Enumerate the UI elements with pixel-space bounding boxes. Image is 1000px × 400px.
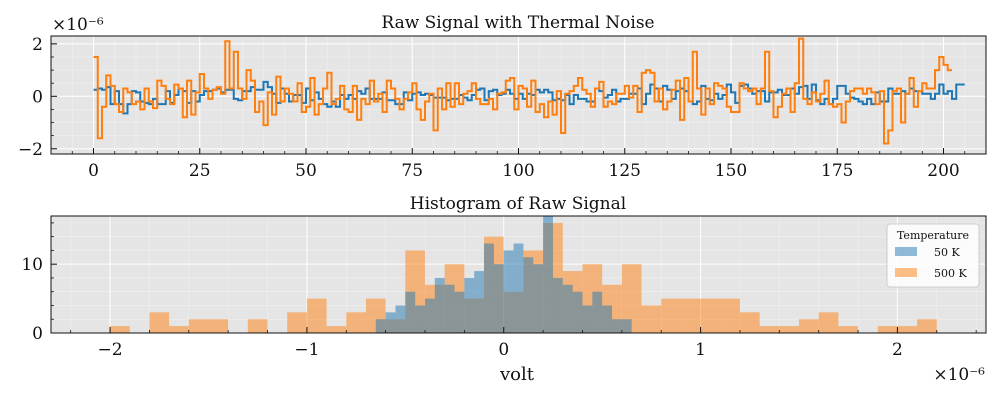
histogram-bar-500k [700, 298, 721, 333]
histogram-bar-500k [877, 326, 898, 333]
signal-series-line-0 [93, 80, 965, 115]
histogram-bar-500k [641, 305, 662, 333]
histogram-bar-500k [818, 312, 839, 333]
signal-x-tick-label: 200 [927, 161, 959, 181]
histogram-x-tick-label: 1 [695, 340, 706, 360]
histogram-x-axis-label: volt [499, 364, 535, 385]
histogram-bar-50k [523, 257, 534, 333]
histogram-bar-500k [917, 319, 937, 333]
signal-x-tick-label: 125 [609, 161, 641, 181]
signal-y-tick-label: −2 [18, 140, 43, 160]
legend-swatch-50k [895, 247, 917, 256]
legend-label-50k: 50 K [934, 246, 960, 259]
signal-x-tick-label: 0 [88, 161, 99, 181]
histogram-bar-50k [405, 291, 416, 333]
histogram-bar-500k [799, 319, 819, 333]
signal-chart: 0 25 50 75 100 125 150 175 200 −2 0 2 Raw Signal wi… [18, 13, 987, 181]
histogram-bar-500k [110, 326, 130, 333]
histogram-plot-frame [50, 215, 987, 334]
histogram-bar-500k [621, 264, 642, 333]
histogram-bar-500k [779, 326, 799, 333]
histogram-chart-title: Histogram of Raw Signal [410, 194, 626, 214]
histogram-bar-50k [572, 291, 583, 333]
histogram-bar-50k [513, 243, 524, 333]
histogram-bar-50k [533, 264, 544, 333]
histogram-bar-50k [562, 284, 573, 333]
histogram-x-tick-label: −2 [98, 340, 123, 360]
histogram-bar-500k [838, 326, 859, 333]
histogram-bar-500k [169, 326, 189, 333]
histogram-bar-500k [149, 312, 170, 333]
histogram-y-tick-label: 10 [21, 255, 43, 275]
histogram-bar-50k [543, 216, 553, 333]
legend-label-500k: 500 K [934, 267, 967, 280]
histogram-bar-500k [247, 319, 268, 333]
histogram-bar-500k [897, 326, 918, 333]
histogram-bar-50k [582, 305, 593, 333]
signal-y-tick-label: 2 [32, 35, 43, 55]
signal-x-tick-label: 150 [715, 161, 747, 181]
legend-swatch-500k [895, 268, 917, 277]
histogram-bar-50k [375, 319, 386, 333]
histogram-bar-50k [434, 277, 445, 333]
histogram-bar-500k [739, 312, 760, 333]
histogram-bar-50k [395, 305, 406, 333]
histogram-bar-50k [484, 243, 494, 333]
histogram-ticks: −2 −1 0 1 2 0 10 [21, 222, 977, 360]
signal-x-tick-label: 175 [821, 161, 853, 181]
histogram-bar-50k [612, 319, 622, 333]
histogram-series-group [110, 216, 937, 333]
signal-y-multiplier: ×10⁻⁶ [52, 15, 104, 35]
signal-x-tick-label: 25 [189, 161, 211, 181]
histogram-x-tick-label: 2 [892, 340, 903, 360]
histogram-bar-50k [415, 305, 425, 333]
histogram-bar-500k [287, 312, 307, 333]
signal-x-tick-label: 100 [502, 161, 534, 181]
histogram-bar-500k [188, 319, 209, 333]
signal-chart-title: Raw Signal with Thermal Noise [381, 13, 654, 33]
histogram-x-tick-label: −1 [294, 340, 319, 360]
histogram-x-tick-label: 0 [498, 340, 509, 360]
signal-ticks: 0 25 50 75 100 125 150 175 200 −2 0 2 [18, 35, 966, 181]
histogram-bar-50k [444, 284, 455, 333]
histogram-bar-50k [385, 312, 396, 333]
histogram-bar-500k [306, 298, 327, 333]
histogram-bar-500k [720, 298, 740, 333]
histogram-legend: Temperature 50 K 500 K [886, 223, 980, 288]
legend-title: Temperature [897, 229, 969, 242]
histogram-bar-50k [621, 319, 632, 333]
histogram-bar-50k [454, 291, 465, 333]
histogram-bar-500k [208, 319, 229, 333]
histogram-bar-50k [425, 298, 435, 333]
histogram-bar-50k [474, 271, 485, 333]
histogram-bar-50k [592, 291, 603, 333]
histogram-bar-500k [346, 312, 366, 333]
histogram-bar-500k [759, 326, 780, 333]
signal-series-group [93, 37, 965, 145]
signal-series-line-1 [93, 37, 952, 145]
histogram-bar-500k [326, 326, 347, 333]
histogram-bar-500k [680, 298, 701, 333]
histogram-bar-50k [503, 250, 514, 333]
histogram-bar-50k [493, 264, 504, 333]
signal-x-tick-label: 50 [295, 161, 317, 181]
histogram-bar-500k [661, 298, 681, 333]
histogram-bar-50k [464, 277, 475, 333]
histogram-bar-50k [602, 305, 612, 333]
signal-grid [51, 36, 986, 154]
signal-x-tick-label: 75 [401, 161, 423, 181]
histogram-bar-50k [552, 277, 563, 333]
signal-y-tick-label: 0 [32, 87, 43, 107]
histogram-x-multiplier: ×10⁻⁶ [933, 365, 985, 385]
histogram-y-tick-label: 0 [32, 324, 43, 344]
